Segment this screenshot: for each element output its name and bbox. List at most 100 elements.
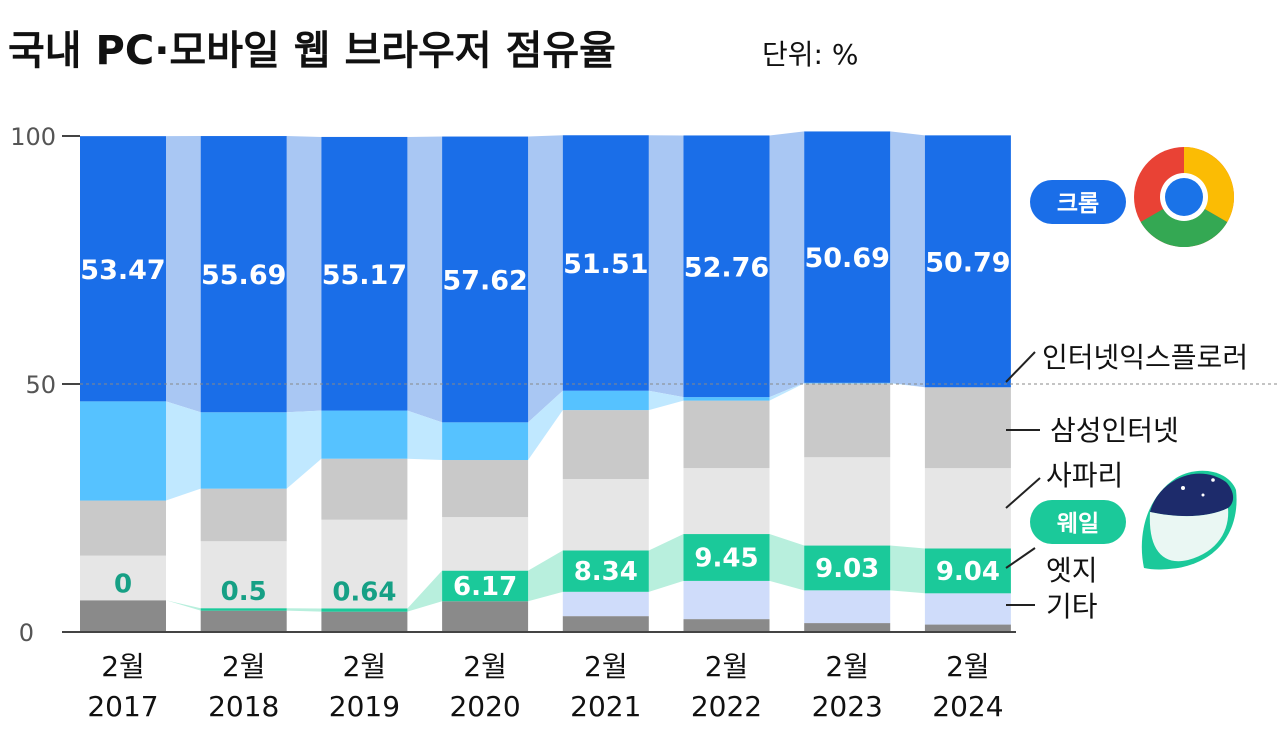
bar-samsung-1 (80, 500, 166, 556)
chrome-value-label: 52.76 (684, 252, 769, 283)
band-chrome-6 (769, 131, 805, 398)
legend: 크롬 인터넷익스플로러 삼성인터넷 사파리 웨일 엣지 기타 (1005, 147, 1248, 623)
y-tick-label: 0 (19, 619, 34, 647)
x-tick-label: 2023 (812, 690, 883, 723)
bar-ie-2 (200, 412, 287, 489)
bar-other-2 (200, 610, 287, 632)
legend-samsung: 삼성인터넷 (1050, 414, 1179, 447)
bar-whale-3 (321, 608, 408, 612)
bar-other-3 (321, 611, 408, 632)
x-tick-label: 2월 (705, 650, 749, 683)
x-tick-label: 2월 (463, 650, 507, 683)
legend-whale-pill (1030, 500, 1126, 544)
band-whale-1 (166, 600, 201, 611)
whale-value-label: 6.17 (453, 572, 517, 602)
bar-edge-8 (924, 593, 1011, 625)
band-whale-2 (286, 608, 322, 612)
bar-whale-7 (804, 545, 891, 591)
bar-samsung-7 (804, 383, 891, 458)
bar-other-6 (683, 619, 770, 632)
x-tick-label: 2020 (449, 690, 520, 723)
band-chrome-1 (166, 136, 201, 413)
band-ie-6 (769, 382, 805, 401)
whale-value-label: 9.03 (815, 554, 879, 584)
legend-safari: 사파리 (1046, 459, 1123, 492)
bars (80, 131, 1011, 632)
whale-logo-icon (1141, 470, 1237, 570)
bar-samsung-3 (321, 458, 408, 520)
x-tick-label: 2024 (932, 690, 1003, 723)
bar-chrome-3 (321, 136, 408, 411)
band-ie-5 (648, 390, 684, 411)
whale-value-label: 8.34 (574, 557, 638, 587)
bar-other-7 (804, 623, 891, 632)
bar-whale-2 (200, 608, 287, 611)
legend-chrome-pill (1030, 180, 1126, 224)
bar-safari-2 (200, 541, 287, 609)
band-whale-4 (528, 550, 563, 602)
band-ie-4 (528, 390, 563, 461)
bar-samsung-5 (562, 410, 649, 480)
bar-chrome-8 (924, 135, 1011, 388)
bar-ie-6 (683, 397, 770, 401)
x-tick-label: 2월 (584, 650, 628, 683)
whale-value-label: 0.5 (221, 577, 267, 607)
x-tick-label: 2월 (222, 650, 266, 683)
legend-whale: 웨일 (1057, 511, 1099, 537)
bar-whale-8 (924, 548, 1011, 594)
bar-safari-4 (442, 517, 529, 571)
chrome-value-label: 50.69 (804, 243, 889, 274)
y-axis: 0 50 100 (10, 123, 1280, 647)
legend-edge: 엣지 (1046, 554, 1098, 587)
chrome-value-label: 50.79 (925, 247, 1010, 278)
bar-ie-1 (80, 401, 166, 501)
bar-chrome-6 (683, 135, 770, 398)
bar-samsung-2 (200, 488, 287, 542)
bar-ie-5 (562, 390, 649, 411)
chrome-value-label: 55.17 (322, 260, 407, 291)
x-tick-label: 2018 (208, 690, 279, 723)
x-tick-label: 2월 (343, 650, 387, 683)
band-whale-5 (648, 534, 684, 592)
x-tick-label: 2월 (101, 650, 145, 683)
chrome-value-label: 51.51 (563, 249, 648, 280)
bar-safari-1 (80, 555, 166, 601)
x-axis-ticks: 2월 2017 2월 2018 2월 2019 2월 2020 2월 2021 2월 2022 2월 20… (87, 650, 1003, 723)
x-tick-label: 2월 (825, 650, 869, 683)
chart-title: 국내 PC·모바일 웹 브라우저 점유율 (8, 28, 616, 74)
x-tick-label: 2월 (946, 650, 990, 683)
legend-other: 기타 (1046, 590, 1098, 623)
bar-other-5 (562, 616, 649, 632)
bar-chrome-4 (442, 136, 529, 423)
bar-safari-7 (804, 457, 891, 546)
x-tick-label: 2022 (691, 690, 762, 723)
y-tick-label: 100 (10, 123, 56, 151)
band-whale-6 (769, 534, 805, 591)
legend-ie: 인터넷익스플로러 (1042, 341, 1248, 374)
x-tick-label: 2019 (329, 690, 400, 723)
bar-safari-6 (683, 468, 770, 535)
band-chrome-2 (286, 136, 322, 413)
bar-samsung-4 (442, 460, 529, 518)
band-chrome-4 (528, 135, 563, 423)
bar-other-4 (442, 601, 529, 632)
band-chrome-7 (890, 131, 925, 388)
y-tick-label: 50 (25, 371, 56, 399)
bar-edge-7 (804, 590, 891, 624)
unit-label: 단위: % (762, 38, 858, 71)
bar-ie-3 (321, 410, 408, 459)
bar-chrome-5 (562, 135, 649, 391)
band-chrome-5 (648, 135, 684, 398)
bar-other-8 (924, 624, 1011, 632)
bar-safari-3 (321, 519, 408, 609)
bar-safari-8 (924, 468, 1011, 549)
bar-chrome-1 (80, 136, 166, 402)
whale-value-label: 9.04 (936, 557, 1000, 587)
bar-whale-6 (683, 534, 770, 581)
band-chrome-3 (407, 136, 443, 423)
band-whale-7 (890, 545, 925, 594)
whale-value-label: 0.64 (332, 577, 396, 607)
bar-edge-6 (683, 580, 770, 620)
connector-bands (166, 131, 925, 612)
